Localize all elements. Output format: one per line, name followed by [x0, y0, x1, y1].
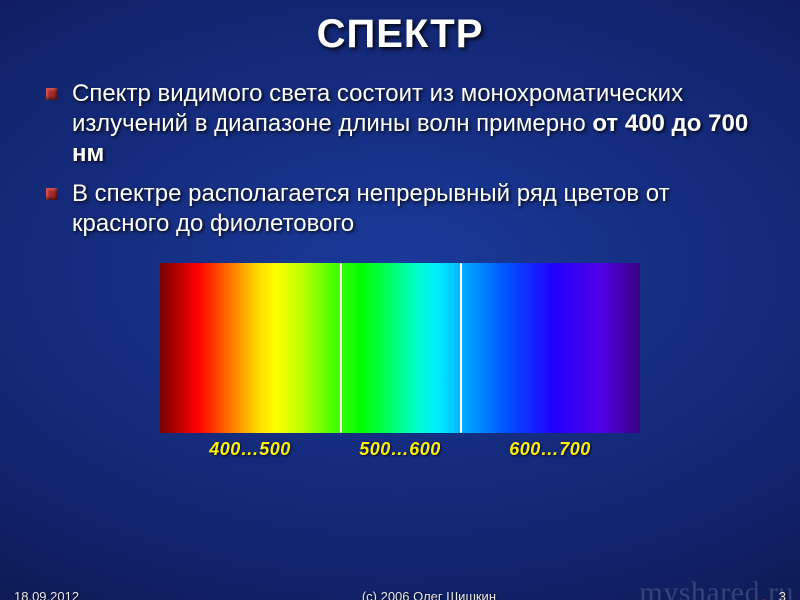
spectrum-labels: 400…500 500…600 600…700 [160, 439, 640, 460]
spectrum-divider [340, 263, 342, 433]
range-label: 400…500 [160, 439, 340, 460]
bullet-text: Спектр видимого света состоит из монохро… [72, 79, 754, 169]
bullet-text: В спектре располагается непрерывный ряд … [72, 179, 754, 239]
list-item: В спектре располагается непрерывный ряд … [46, 179, 754, 239]
footer: 18.09.2012 (c) 2006 Олег Шишкин 3 [0, 589, 800, 600]
spectrum-divider [460, 263, 462, 433]
bullet-icon [46, 188, 58, 200]
spectrum-bar [160, 263, 640, 433]
footer-date: 18.09.2012 [14, 589, 79, 600]
range-label: 600…700 [460, 439, 640, 460]
bullet-text-pre: В спектре располагается непрерывный ряд … [72, 180, 670, 237]
footer-credit: (c) 2006 Олег Шишкин [362, 589, 496, 600]
bullet-icon [46, 88, 58, 100]
range-label: 500…600 [340, 439, 460, 460]
page-title: СПЕКТР [0, 12, 800, 57]
spectrum-chart: 400…500 500…600 600…700 [160, 263, 640, 460]
list-item: Спектр видимого света состоит из монохро… [46, 79, 754, 169]
footer-page: 3 [779, 589, 786, 600]
bullet-list: Спектр видимого света состоит из монохро… [46, 79, 754, 239]
